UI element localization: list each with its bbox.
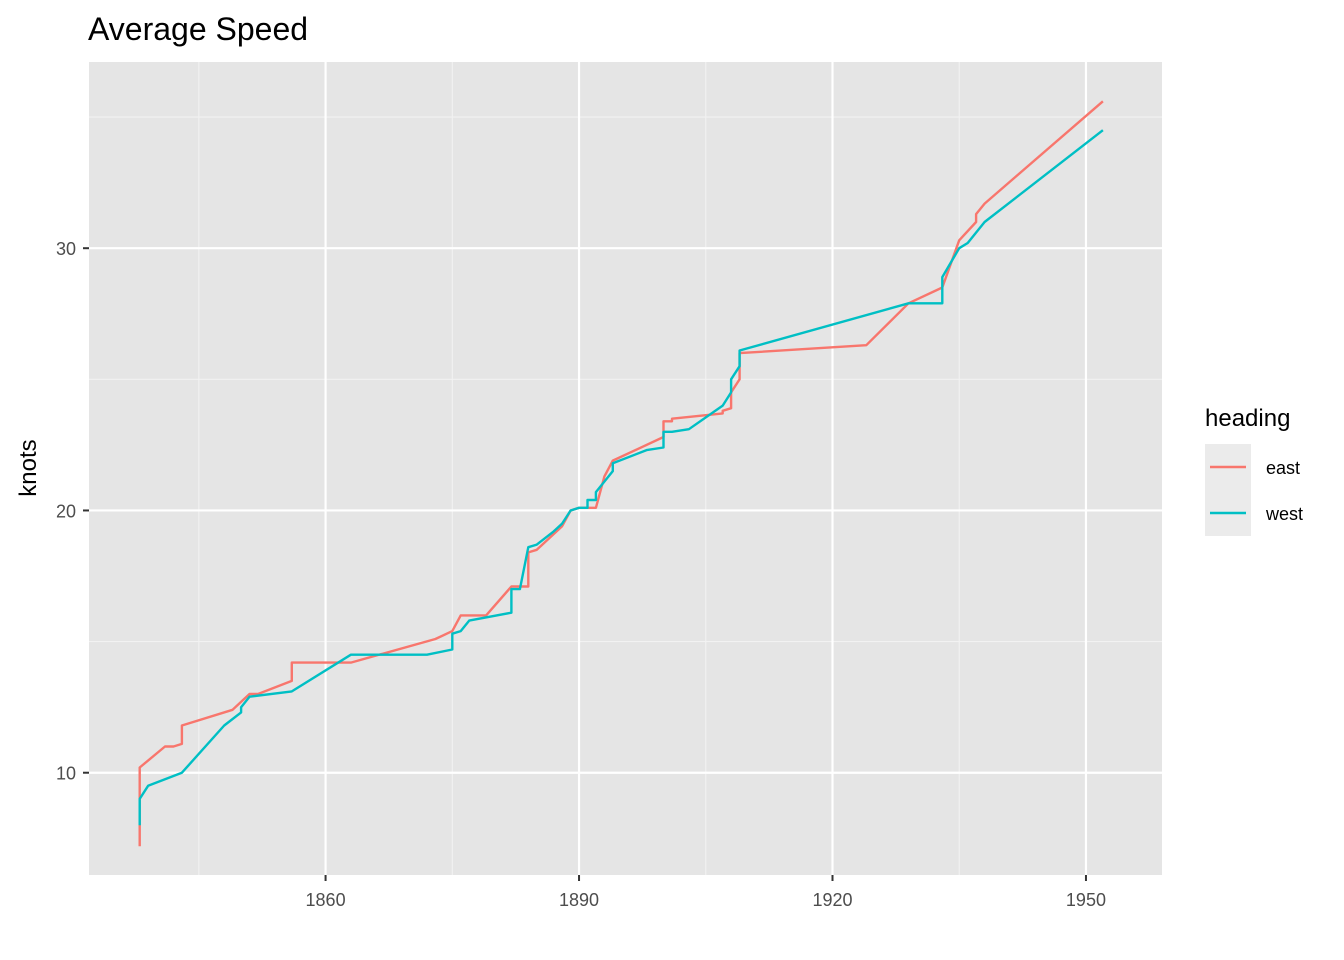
- legend-title: heading: [1205, 405, 1290, 432]
- y-tick-label: 20: [56, 501, 76, 521]
- y-axis-title: knots: [15, 439, 42, 496]
- x-tick-label: 1890: [559, 890, 599, 910]
- y-tick-label: 10: [56, 764, 76, 784]
- legend-key-background: [1205, 444, 1251, 536]
- series-line-west: [138, 129, 1104, 826]
- y-tick-label: 30: [56, 239, 76, 259]
- series-lines: [138, 100, 1104, 847]
- chart-title: Average Speed: [88, 11, 308, 47]
- y-axis-tick-labels: 10 20 30: [56, 239, 76, 784]
- major-gridlines: [89, 62, 1162, 875]
- x-axis-tick-labels: 1860 1890 1920 1950: [306, 890, 1106, 910]
- x-tick-label: 1860: [306, 890, 346, 910]
- legend-label-west: west: [1265, 504, 1303, 524]
- x-tick-label: 1950: [1066, 890, 1106, 910]
- minor-gridlines: [89, 62, 1162, 875]
- legend: heading east west: [1205, 405, 1303, 536]
- plot-panel: [89, 62, 1162, 875]
- axis-ticks: [83, 247, 1087, 881]
- legend-label-east: east: [1266, 458, 1300, 478]
- x-tick-label: 1920: [812, 890, 852, 910]
